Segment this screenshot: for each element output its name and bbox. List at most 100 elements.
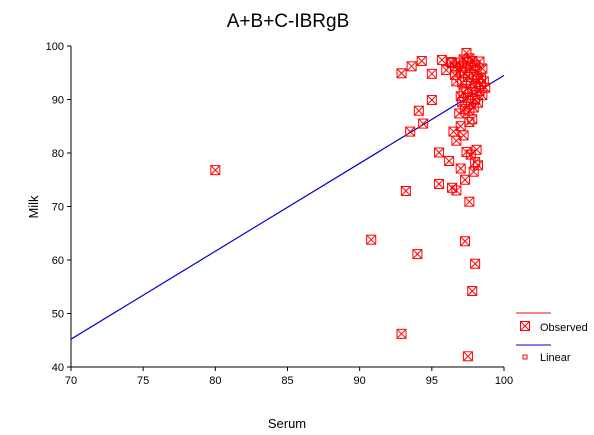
observed-point: [458, 130, 469, 141]
observed-point-cross-b: [444, 156, 455, 166]
observed-point-cross-b: [461, 48, 472, 58]
observed-point-cross-b: [437, 55, 447, 65]
observed-point-cross-b: [471, 144, 482, 155]
observed-point: [396, 68, 407, 79]
observed-point: [473, 160, 484, 171]
observed-point-box: [480, 82, 491, 93]
y-tick-label: 70: [52, 202, 64, 214]
observed-point-cross-b: [405, 126, 416, 137]
x-tick-label: 90: [354, 375, 366, 387]
observed-point-cross-b: [441, 65, 452, 75]
observed-point: [406, 61, 417, 72]
chart-title: A+B+C-IBRgB: [227, 11, 350, 32]
observed-point: [467, 286, 478, 297]
observed-point-cross-b: [460, 174, 470, 185]
observed-point-box: [426, 95, 437, 106]
observed-point: [444, 156, 455, 167]
legend-observed-label: Observed: [540, 322, 588, 334]
x-tick-label: 75: [137, 375, 149, 387]
observed-point-cross-b: [463, 351, 473, 362]
legend-observed-marker: [520, 321, 530, 331]
observed-point: [418, 118, 429, 129]
observed-point: [467, 114, 478, 125]
observed-point: [464, 196, 475, 207]
observed-point-cross-b: [465, 149, 476, 160]
legend-linear-marker: [522, 354, 528, 360]
observed-point: [480, 82, 491, 93]
observed-point-box: [413, 105, 424, 116]
observed-point-box: [434, 147, 445, 158]
x-tick-label: 70: [65, 375, 77, 387]
linear-fit-line: [70, 74, 505, 340]
observed-point-cross-b: [451, 185, 462, 196]
y-tick-label: 90: [52, 95, 64, 107]
observed-point-box: [451, 185, 462, 196]
observed-point-cross-b: [457, 61, 467, 72]
observed-point-box: [470, 258, 481, 269]
observed-point: [455, 163, 466, 174]
observed-point-cross-b: [412, 249, 423, 259]
observed-point-box: [471, 144, 482, 155]
legend-linear-label: Linear: [540, 352, 571, 364]
observed-point-cross-b: [413, 105, 424, 116]
observed-point-cross-b: [463, 72, 473, 82]
observed-point: [413, 105, 424, 116]
observed-point: [477, 63, 488, 74]
y-tick-label: 40: [52, 362, 64, 374]
observed-point-box: [470, 157, 481, 168]
observed-point-cross-b: [434, 179, 444, 189]
observed-point-box: [460, 236, 471, 247]
observed-point-cross-b: [434, 147, 444, 158]
observed-point-cross-b: [477, 63, 488, 74]
observed-point-cross-b: [470, 258, 480, 269]
observed-points: [210, 47, 491, 362]
observed-point-box: [458, 130, 469, 141]
observed-point: [470, 258, 481, 269]
observed-point-box: [455, 163, 466, 174]
observed-point-box: [477, 63, 488, 74]
observed-point-box: [460, 174, 471, 185]
x-tick-label: 95: [426, 375, 438, 387]
observed-point-cross-b: [454, 108, 465, 119]
observed-point-box: [444, 156, 455, 167]
observed-point-cross-b: [406, 61, 417, 72]
observed-point-box: [464, 53, 475, 64]
observed-point-box: [475, 73, 486, 84]
observed-point-box: [467, 286, 478, 297]
observed-point: [366, 234, 377, 245]
y-tick-label: 60: [52, 255, 64, 267]
observed-point-cross-b: [400, 186, 411, 196]
legend-observed-cross-b: [520, 321, 530, 331]
observed-point: [455, 121, 466, 132]
y-tick-label: 80: [52, 148, 64, 160]
observed-point-box: [366, 234, 377, 245]
observed-point-cross-b: [366, 234, 377, 245]
observed-point-box: [412, 249, 423, 260]
observed-point-box: [210, 165, 221, 176]
x-axis: 70 75 80 85 90 95 100: [65, 367, 513, 387]
observed-point-cross-b: [480, 82, 491, 93]
y-axis-label: Milk: [26, 195, 41, 219]
observed-point-cross-b: [467, 286, 478, 296]
observed-point: [412, 249, 423, 260]
observed-point-cross-b: [418, 118, 429, 129]
observed-point-box: [426, 68, 437, 79]
y-tick-label: 50: [52, 309, 64, 321]
observed-point-cross-b: [426, 95, 437, 105]
x-axis-label: Serum: [268, 416, 306, 431]
plot-frame: [70, 46, 504, 368]
observed-point: [405, 126, 416, 137]
observed-point-box: [418, 118, 429, 129]
observed-point-box: [434, 179, 445, 190]
observed-point: [462, 351, 473, 362]
x-tick-label: 85: [281, 375, 293, 387]
linear-fit-segment: [70, 74, 505, 340]
observed-point-cross-b: [426, 68, 437, 79]
observed-point: [210, 165, 221, 176]
observed-point-cross-b: [461, 83, 472, 94]
legend: Observed Linear: [516, 312, 588, 364]
observed-point: [451, 185, 462, 196]
observed-point-box: [406, 61, 417, 72]
observed-point-box: [416, 55, 427, 66]
